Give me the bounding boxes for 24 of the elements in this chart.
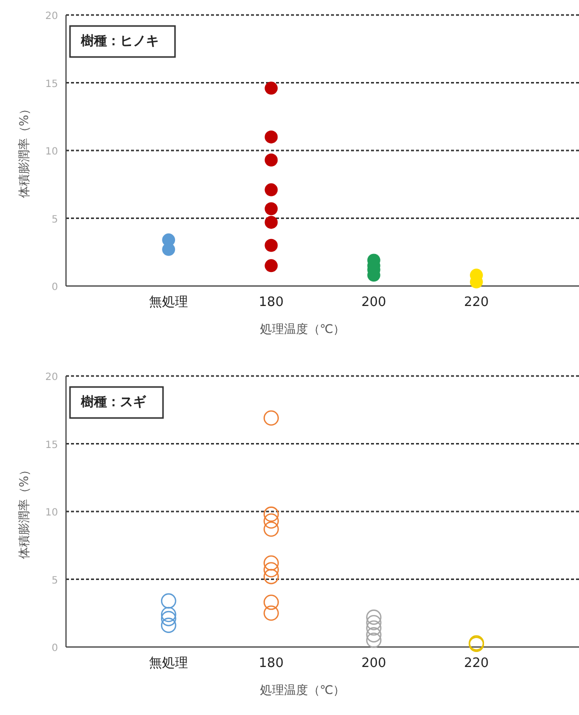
x-tick-label: 無処理 (149, 656, 188, 671)
y-axis-title: 体積膨潤率（%） (17, 102, 31, 198)
y-tick-label: 20 (45, 372, 58, 383)
y-tick-label: 5 (52, 214, 58, 226)
x-axis-title: 処理温度（℃） (260, 683, 346, 697)
x-axis-title: 処理温度（℃） (260, 322, 346, 336)
y-tick-label: 10 (45, 146, 58, 158)
x-tick-label: 180 (258, 656, 284, 671)
annotation: 樹種：ヒノキ (80, 34, 159, 49)
y-tick-label: 0 (52, 643, 58, 654)
y-tick-label: 15 (45, 78, 58, 90)
y-tick-label: 10 (45, 508, 58, 518)
y-tick-label: 0 (52, 282, 58, 293)
y-tick-label: 5 (52, 575, 58, 586)
x-tick-label: 220 (464, 295, 489, 310)
x-tick-label: 180 (258, 295, 284, 310)
annotation: 樹種：スギ (80, 395, 147, 410)
y-axis-title: 体積膨潤率（%） (17, 464, 31, 560)
y-tick-label: 20 (45, 11, 58, 22)
y-tick-label: 15 (45, 440, 58, 451)
x-tick-label: 無処理 (149, 295, 188, 310)
x-tick-label: 200 (361, 656, 386, 671)
x-tick-label: 220 (464, 656, 489, 671)
x-tick-label: 200 (361, 295, 386, 310)
